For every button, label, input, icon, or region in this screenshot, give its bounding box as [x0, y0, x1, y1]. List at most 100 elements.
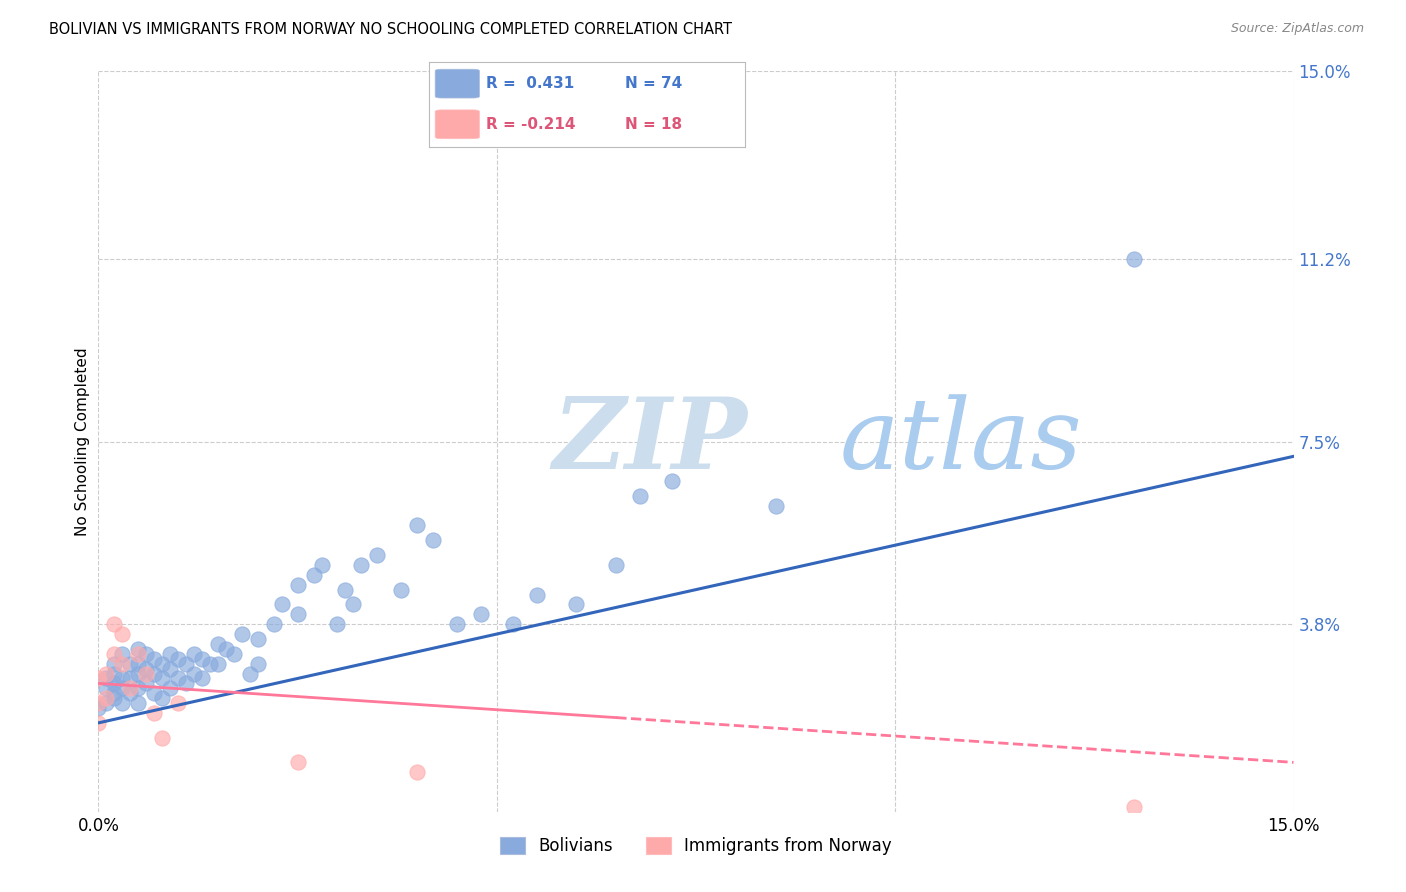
Point: [135, 662, 157, 676]
Point: [120, 681, 142, 696]
Point: [350, 558, 373, 572]
Point: [239, 666, 262, 681]
Point: [96, 691, 118, 706]
Point: [661, 474, 683, 488]
Text: R =  0.431: R = 0.431: [486, 76, 574, 91]
Point: [183, 666, 205, 681]
Point: [87, 696, 110, 710]
Point: [103, 657, 125, 671]
Point: [231, 627, 253, 641]
Text: N = 74: N = 74: [626, 76, 682, 91]
Point: [628, 489, 651, 503]
Point: [135, 676, 157, 690]
Text: R = -0.214: R = -0.214: [486, 117, 575, 132]
Point: [191, 672, 214, 686]
Point: [1123, 252, 1146, 266]
Point: [120, 657, 142, 671]
Point: [215, 641, 238, 656]
Point: [174, 676, 197, 690]
Point: [207, 637, 229, 651]
Point: [159, 662, 181, 676]
Point: [191, 651, 214, 665]
Point: [526, 588, 548, 602]
Point: [263, 617, 285, 632]
Point: [311, 558, 333, 572]
Point: [103, 691, 125, 706]
Point: [150, 691, 173, 706]
Point: [120, 686, 142, 700]
Point: [150, 731, 173, 745]
Point: [198, 657, 221, 671]
Point: [446, 617, 468, 632]
Text: N = 18: N = 18: [626, 117, 682, 132]
Point: [246, 632, 269, 646]
Point: [207, 657, 229, 671]
Point: [765, 499, 787, 513]
Point: [326, 617, 349, 632]
Point: [366, 548, 388, 562]
Point: [103, 647, 125, 661]
Point: [167, 651, 190, 665]
Point: [150, 672, 173, 686]
Point: [111, 627, 134, 641]
Point: [96, 666, 118, 681]
Point: [103, 666, 125, 681]
Point: [143, 666, 166, 681]
Y-axis label: No Schooling Completed: No Schooling Completed: [75, 347, 90, 536]
Point: [565, 598, 588, 612]
Legend: Bolivians, Immigrants from Norway: Bolivians, Immigrants from Norway: [501, 837, 891, 855]
Point: [159, 647, 181, 661]
Point: [174, 657, 197, 671]
Point: [406, 765, 429, 780]
Point: [87, 715, 110, 730]
Point: [150, 657, 173, 671]
Point: [422, 533, 444, 548]
Point: [111, 681, 134, 696]
Text: ZIP: ZIP: [553, 393, 748, 490]
Point: [96, 672, 118, 686]
Point: [127, 657, 149, 671]
Point: [502, 617, 524, 632]
Point: [127, 647, 149, 661]
Point: [87, 672, 110, 686]
Point: [270, 598, 292, 612]
Point: [143, 651, 166, 665]
Point: [103, 686, 125, 700]
Point: [96, 681, 118, 696]
Point: [127, 666, 149, 681]
Point: [111, 696, 134, 710]
Point: [287, 607, 309, 622]
Point: [135, 666, 157, 681]
Point: [103, 617, 125, 632]
Point: [389, 582, 412, 597]
Point: [167, 672, 190, 686]
Point: [287, 577, 309, 591]
Point: [342, 598, 364, 612]
Point: [103, 676, 125, 690]
Point: [127, 641, 149, 656]
Point: [120, 672, 142, 686]
FancyBboxPatch shape: [436, 110, 479, 139]
Point: [111, 647, 134, 661]
Point: [335, 582, 357, 597]
Point: [287, 756, 309, 770]
FancyBboxPatch shape: [436, 70, 479, 98]
Point: [159, 681, 181, 696]
Point: [222, 647, 245, 661]
Point: [605, 558, 627, 572]
Point: [470, 607, 492, 622]
Point: [302, 567, 325, 582]
Point: [143, 686, 166, 700]
Point: [406, 518, 429, 533]
Point: [167, 696, 190, 710]
Point: [111, 672, 134, 686]
Text: atlas: atlas: [839, 394, 1083, 489]
Point: [135, 647, 157, 661]
Point: [127, 681, 149, 696]
Point: [127, 696, 149, 710]
Point: [143, 706, 166, 720]
Text: BOLIVIAN VS IMMIGRANTS FROM NORWAY NO SCHOOLING COMPLETED CORRELATION CHART: BOLIVIAN VS IMMIGRANTS FROM NORWAY NO SC…: [49, 22, 733, 37]
Point: [183, 647, 205, 661]
Text: Source: ZipAtlas.com: Source: ZipAtlas.com: [1230, 22, 1364, 36]
Point: [246, 657, 269, 671]
